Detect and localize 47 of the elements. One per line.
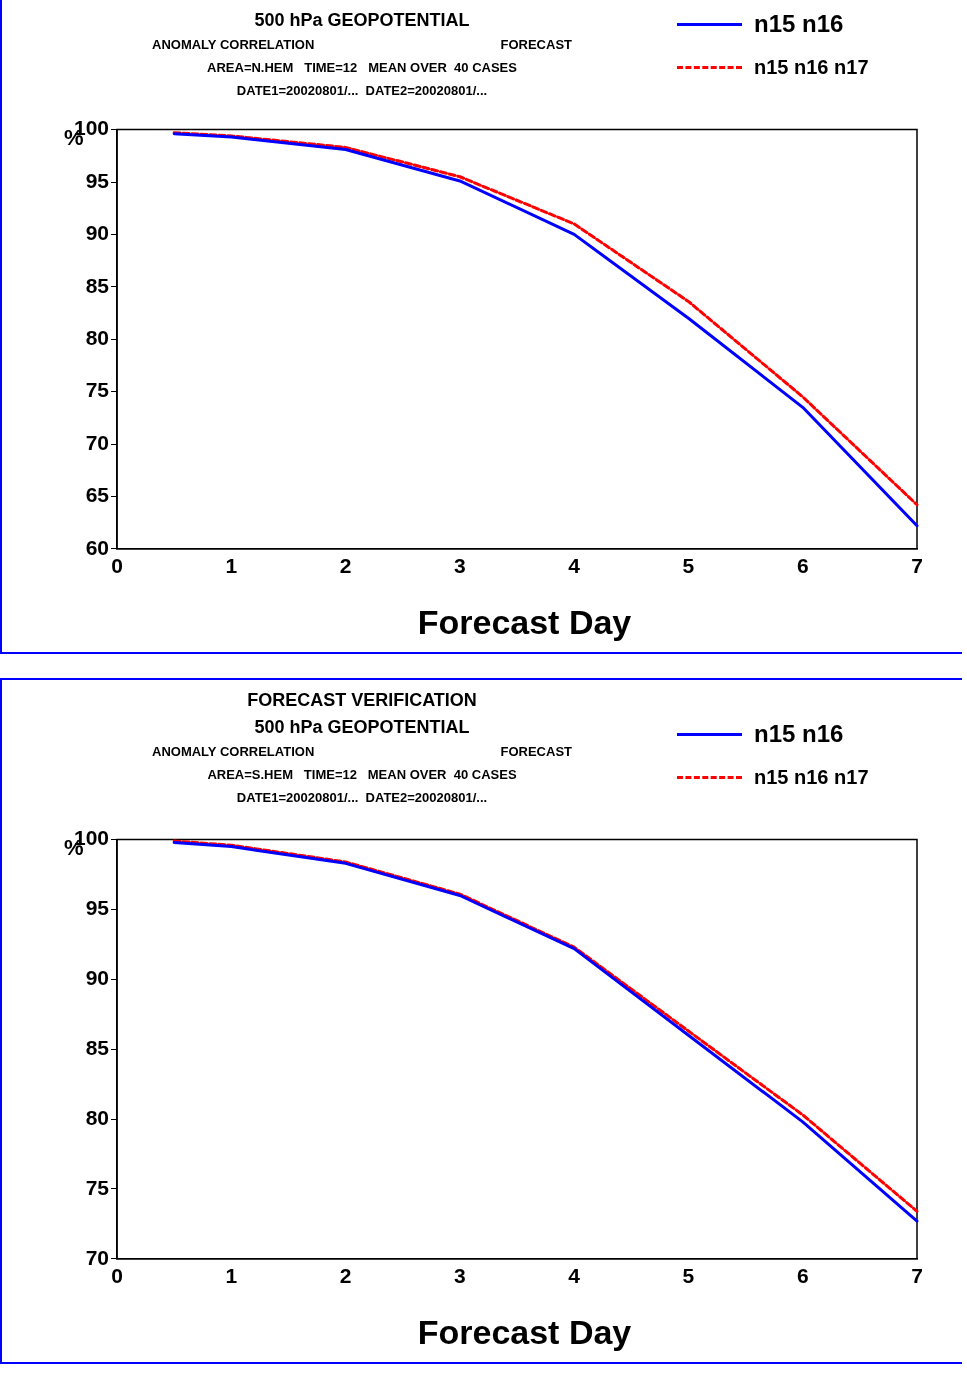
y-tick-label: 65 xyxy=(85,483,110,507)
x-tick-label: 0 xyxy=(111,1264,123,1288)
x-tick-label: 3 xyxy=(454,1264,466,1288)
chart-subtitle: 500 hPa GEOPOTENTIAL xyxy=(253,717,471,738)
x-tick-label: 4 xyxy=(568,554,581,578)
chart-title: 500 hPa GEOPOTENTIAL xyxy=(253,10,471,31)
text: FORECAST xyxy=(500,37,572,52)
y-tick-label: 60 xyxy=(85,535,110,559)
x-tick-label: 5 xyxy=(682,554,695,578)
x-tick-label: 1 xyxy=(225,1264,238,1288)
y-tick-label: 75 xyxy=(85,1175,110,1199)
y-tick-label: 90 xyxy=(85,966,110,990)
text: DATE1=20020801/... DATE2=20020801/... xyxy=(235,790,489,805)
legend-label: n15 n16 n17 xyxy=(754,766,869,789)
legend-label: n15 n16 xyxy=(754,720,844,748)
x-tick-label: 0 xyxy=(111,554,123,578)
y-tick-label: 70 xyxy=(85,1245,110,1269)
y-tick-label: 80 xyxy=(85,1105,110,1129)
x-tick-label: 4 xyxy=(568,1264,581,1288)
y-tick-label: 90 xyxy=(85,221,110,245)
x-tick-label: 2 xyxy=(339,554,352,578)
y-tick-label: 75 xyxy=(85,378,110,402)
x-tick-label: 7 xyxy=(911,554,923,578)
x-tick-label: 5 xyxy=(682,1264,695,1288)
x-tick-label: 6 xyxy=(796,1264,809,1288)
y-tick-label: 95 xyxy=(85,168,110,192)
text: AREA=S.HEM TIME=12 MEAN OVER 40 CASES xyxy=(206,767,518,782)
y-tick-label: 70 xyxy=(85,430,110,454)
text: FORECAST xyxy=(500,744,572,759)
y-tick-label: 95 xyxy=(85,896,110,920)
text: ANOMALY CORRELATION xyxy=(152,744,315,759)
y-tick-label: 80 xyxy=(85,326,110,349)
x-tick-label: 7 xyxy=(911,1264,923,1288)
text: DATE1=20020801/... DATE2=20020801/... xyxy=(235,83,489,98)
x-tick-label: 3 xyxy=(454,554,466,578)
y-tick-label: 85 xyxy=(85,273,110,297)
legend-label: n15 n16 n17 xyxy=(754,56,869,79)
x-axis-title: Forecast Day xyxy=(416,1313,633,1352)
legend-label: n15 n16 xyxy=(754,10,844,38)
x-axis-title: Forecast Day xyxy=(416,603,633,642)
x-tick-label: 2 xyxy=(339,1264,352,1288)
chart-title: FORECAST VERIFICATION xyxy=(246,690,478,711)
text: AREA=N.HEM TIME=12 MEAN OVER 40 CASES xyxy=(206,60,518,75)
x-tick-label: 1 xyxy=(225,554,238,578)
text: ANOMALY CORRELATION xyxy=(152,37,315,52)
x-tick-label: 6 xyxy=(796,554,809,578)
y-tick-label: 85 xyxy=(85,1036,110,1059)
